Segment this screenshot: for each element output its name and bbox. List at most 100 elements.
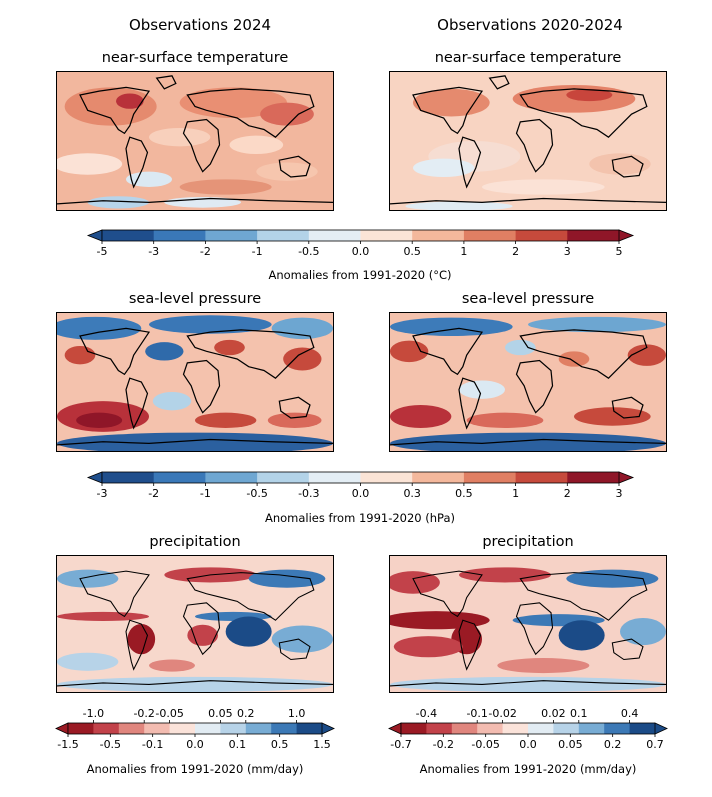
map-temp-2020-2024 [389, 71, 667, 211]
colorbar-tick-label: 1.5 [313, 738, 331, 751]
colorbar-tick-label: -0.5 [246, 487, 267, 500]
colorbar-segment [412, 230, 465, 241]
colorbar-tick-label: 2 [512, 245, 519, 258]
colorbar-segment [502, 723, 529, 734]
colorbar-extend-high [321, 722, 335, 735]
colorbar-segment [515, 230, 568, 241]
column-title-left: Observations 2024 [128, 16, 272, 34]
colorbar-segment [296, 723, 323, 734]
colorbar-tick-label: -0.05 [471, 738, 499, 751]
colorbar-tick-label: 0.05 [558, 738, 583, 751]
colorbar-segment [153, 472, 206, 483]
map-pressure-2020-2024 [389, 312, 667, 452]
colorbar-tick-label: 0.7 [646, 738, 664, 751]
colorbar-tick-label: 0.0 [186, 738, 204, 751]
colorbar-tick-label: -2 [200, 245, 211, 258]
colorbar-tick-label: -1 [200, 487, 211, 500]
colorbar-tick-label: 0.3 [403, 487, 421, 500]
colorbar-extend-low [388, 722, 402, 735]
colorbar-segment [528, 723, 554, 734]
panel-title-pressure-left: sea-level pressure [128, 291, 262, 307]
colorbar-tick-label: 2 [564, 487, 571, 500]
column-title-right: Observations 2020-2024 [437, 16, 623, 34]
map-pressure-2024 [56, 312, 334, 452]
colorbar-segment [553, 723, 580, 734]
colorbar-segment [257, 230, 310, 241]
colorbar-extend-high [618, 471, 635, 484]
colorbar-segment [360, 230, 413, 241]
colorbar-segment [308, 230, 361, 241]
colorbar-tick-label: -0.05 [155, 707, 183, 720]
colorbar-tick-label: 5 [616, 245, 623, 258]
colorbar-pressure: -3 -2 -1 -0.5 -0.3 0.0 0.3 0.5 1 2 3 [86, 471, 635, 506]
colorbar-tick-label: -0.1 [142, 738, 163, 751]
colorbar-segment [412, 472, 465, 483]
colorbar-tick-label: 1.0 [288, 707, 306, 720]
colorbar-tick-label: 1 [460, 245, 467, 258]
colorbar-tick-label: -2 [148, 487, 159, 500]
colorbar-tick-label: -0.2 [133, 707, 154, 720]
colorbar-extend-low [86, 229, 103, 242]
colorbar-segment [426, 723, 453, 734]
colorbar-segment [567, 230, 620, 241]
colorbar-tick-label: 0.05 [208, 707, 233, 720]
colorbar-tick-label: -0.3 [298, 487, 319, 500]
colorbar-segment [205, 230, 258, 241]
colorbar-tick-label: 0.02 [541, 707, 566, 720]
colorbar-tick-label: -0.2 [433, 738, 454, 751]
colorbar-tick-label: -3 [148, 245, 159, 258]
colorbar-segment [515, 472, 568, 483]
colorbar-tick-label: 0.5 [403, 245, 421, 258]
colorbar-extend-high [654, 722, 668, 735]
colorbar-tick-label: 0.1 [570, 707, 588, 720]
colorbar-tick-label: -1.0 [83, 707, 104, 720]
colorbar-segment [205, 472, 258, 483]
colorbar-segment [195, 723, 221, 734]
colorbar-segment [93, 723, 120, 734]
colorbar-tick-label: -5 [97, 245, 108, 258]
panel-title-pressure-right: sea-level pressure [461, 291, 595, 307]
colorbar-segment [567, 472, 620, 483]
colorbar-tick-label: 0.0 [352, 245, 370, 258]
colorbar-extend-high [618, 229, 635, 242]
colorbar-segment [451, 723, 478, 734]
colorbar-tick-label: 0.5 [455, 487, 473, 500]
colorbar-precip-right-label: Anomalies from 1991-2020 (mm/day) [419, 762, 637, 776]
colorbar-temperature-label: Anomalies from 1991-2020 (°C) [268, 268, 452, 282]
colorbar-tick-label: -3 [97, 487, 108, 500]
colorbar-tick-label: 1 [512, 487, 519, 500]
panel-title-precip-right: precipitation [482, 534, 574, 550]
colorbar-segment [463, 472, 517, 483]
colorbar-precip-left: -1.5 -0.5 -0.1 0.0 0.1 0.5 1.5 -1.0 -0.2 -0.05 0.0… [55, 702, 335, 758]
colorbar-precip-left-label: Anomalies from 1991-2020 (mm/day) [86, 762, 304, 776]
colorbar-segment [463, 230, 517, 241]
colorbar-segment [144, 723, 171, 734]
colorbar-segment [169, 723, 196, 734]
panel-title-temp-right: near-surface temperature [434, 50, 622, 66]
colorbar-tick-label: 3 [616, 487, 623, 500]
colorbar-tick-label: 0.0 [352, 487, 370, 500]
colorbar-tick-label: -0.02 [488, 707, 516, 720]
colorbar-segment [477, 723, 504, 734]
colorbar-pressure-label: Anomalies from 1991-2020 (hPa) [264, 511, 456, 525]
panel-title-temp-left: near-surface temperature [101, 50, 289, 66]
colorbar-segment [401, 723, 427, 734]
colorbar-segment [220, 723, 247, 734]
colorbar-temperature: -5 -3 -2 -1 -0.5 0.0 0.5 1 2 3 5 [86, 229, 635, 264]
colorbar-tick-label: -1 [252, 245, 263, 258]
colorbar-tick-label: 0.4 [621, 707, 639, 720]
colorbar-tick-label: 0.0 [519, 738, 537, 751]
colorbar-segment [118, 723, 145, 734]
colorbar-tick-label: -0.5 [298, 245, 319, 258]
colorbar-tick-label: -0.5 [100, 738, 121, 751]
colorbar-segment [271, 723, 298, 734]
colorbar-segment [629, 723, 656, 734]
map-temp-2024 [56, 71, 334, 211]
map-precip-2020-2024 [389, 555, 667, 693]
colorbar-extend-low [55, 722, 69, 735]
colorbar-segment [153, 230, 206, 241]
colorbar-tick-label: 0.2 [237, 707, 255, 720]
panel-title-precip-left: precipitation [149, 534, 241, 550]
colorbar-tick-label: -0.7 [390, 738, 411, 751]
colorbar-segment [604, 723, 631, 734]
